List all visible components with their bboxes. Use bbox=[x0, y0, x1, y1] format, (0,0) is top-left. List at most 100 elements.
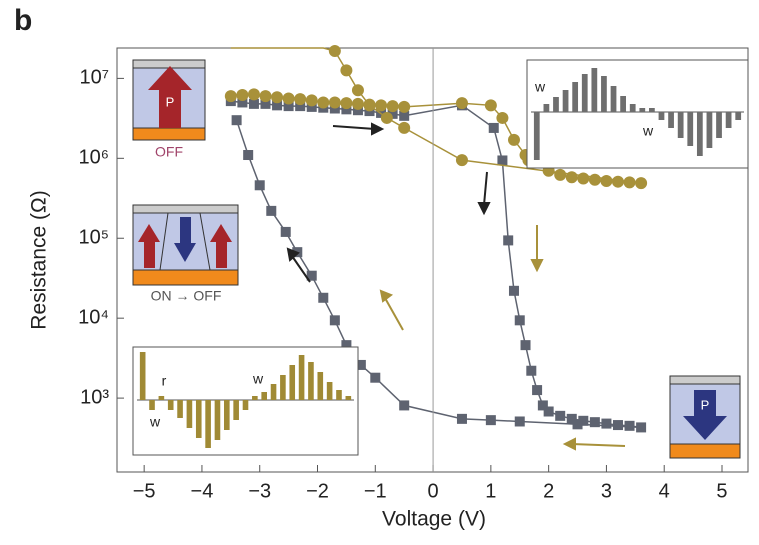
marker bbox=[578, 415, 589, 426]
marker bbox=[566, 413, 577, 424]
pulse-bar bbox=[735, 112, 742, 120]
x-tick-label: −1 bbox=[364, 480, 387, 502]
marker bbox=[224, 90, 237, 103]
pulse-bar bbox=[289, 365, 296, 400]
pulse-bar bbox=[620, 96, 626, 112]
pulse-bar bbox=[139, 352, 146, 400]
marker bbox=[380, 111, 393, 124]
marker bbox=[635, 177, 648, 190]
pulse-bar bbox=[252, 396, 258, 400]
marker bbox=[305, 94, 318, 107]
marker bbox=[532, 385, 543, 396]
marker bbox=[340, 97, 353, 110]
marker bbox=[601, 418, 612, 429]
marker bbox=[588, 173, 601, 186]
marker bbox=[280, 226, 291, 237]
pulse-bar bbox=[326, 382, 333, 400]
marker bbox=[612, 420, 623, 431]
pulse-bar bbox=[280, 375, 286, 400]
pulse-bar bbox=[687, 112, 694, 146]
marker bbox=[243, 150, 254, 161]
pulse-bar bbox=[533, 112, 540, 160]
pulse-bar bbox=[224, 400, 230, 430]
marker bbox=[351, 97, 364, 110]
pulse-bar bbox=[205, 400, 211, 448]
marker bbox=[496, 111, 509, 124]
marker bbox=[294, 93, 307, 106]
pulse-bar bbox=[543, 104, 550, 112]
marker bbox=[247, 88, 260, 101]
pulse-bar bbox=[716, 112, 722, 138]
marker bbox=[355, 359, 366, 370]
marker bbox=[398, 121, 411, 134]
pulse-bar bbox=[649, 108, 655, 112]
y-axis-label: Resistance (Ω) bbox=[28, 190, 51, 329]
plot-frame bbox=[116, 47, 749, 473]
pulse-bar bbox=[149, 400, 155, 410]
pulse-bar bbox=[668, 112, 674, 128]
marker bbox=[282, 92, 295, 105]
pulse-bar bbox=[639, 108, 646, 112]
x-tick-label: 0 bbox=[428, 480, 439, 502]
marker bbox=[455, 97, 468, 110]
pulse-label: w bbox=[149, 414, 161, 430]
marker bbox=[398, 100, 411, 113]
marker bbox=[317, 96, 330, 109]
x-tick-label: −2 bbox=[306, 480, 329, 502]
marker bbox=[295, 101, 306, 112]
marker bbox=[306, 270, 317, 281]
marker bbox=[554, 168, 567, 181]
marker bbox=[328, 96, 341, 109]
marker bbox=[363, 99, 376, 112]
pulse-bar bbox=[706, 112, 713, 148]
pulse-bar bbox=[572, 82, 579, 112]
x-axis-label: Voltage (V) bbox=[382, 508, 486, 531]
marker bbox=[589, 417, 600, 428]
pulse-bar bbox=[658, 112, 665, 120]
pulse-bar bbox=[317, 372, 324, 400]
marker bbox=[497, 155, 508, 166]
y-tick-label: 10⁴ bbox=[78, 306, 109, 328]
marker bbox=[484, 99, 497, 112]
y-tick-label: 10⁶ bbox=[79, 147, 109, 169]
pulse-bar bbox=[298, 355, 305, 400]
y-tick-label: 10⁵ bbox=[78, 227, 109, 249]
pulse-bar bbox=[725, 112, 732, 128]
inset-frame bbox=[526, 59, 749, 169]
marker bbox=[352, 105, 363, 116]
pulse-bar bbox=[562, 90, 569, 112]
state-label: OFF bbox=[155, 144, 183, 160]
schematic-on: P bbox=[669, 375, 741, 459]
curves bbox=[224, 45, 648, 433]
marker bbox=[600, 175, 613, 188]
polarization-label: P bbox=[166, 94, 175, 109]
x-tick-label: 3 bbox=[601, 480, 612, 502]
marker bbox=[514, 315, 525, 326]
marker bbox=[455, 154, 468, 167]
marker bbox=[456, 413, 467, 424]
marker bbox=[306, 101, 317, 112]
marker bbox=[399, 110, 410, 121]
x-tick-label: 1 bbox=[485, 480, 496, 502]
marker bbox=[636, 422, 647, 433]
marker bbox=[543, 406, 554, 417]
marker bbox=[520, 340, 531, 351]
marker bbox=[340, 64, 353, 77]
marker bbox=[387, 108, 398, 119]
marker bbox=[514, 416, 525, 427]
pulse-bar bbox=[214, 400, 221, 440]
marker bbox=[375, 99, 388, 112]
pulse-bar bbox=[696, 112, 703, 156]
arrows-gold bbox=[379, 225, 626, 451]
pulse-bar bbox=[195, 400, 202, 438]
marker bbox=[231, 115, 242, 126]
pulse-bar bbox=[177, 400, 183, 418]
pulse-bar bbox=[581, 74, 588, 112]
marker bbox=[623, 176, 636, 189]
marker bbox=[488, 122, 499, 133]
marker bbox=[485, 415, 496, 426]
marker bbox=[577, 172, 590, 185]
marker bbox=[328, 45, 341, 58]
panel-label: b bbox=[14, 4, 32, 37]
marker bbox=[555, 410, 566, 421]
